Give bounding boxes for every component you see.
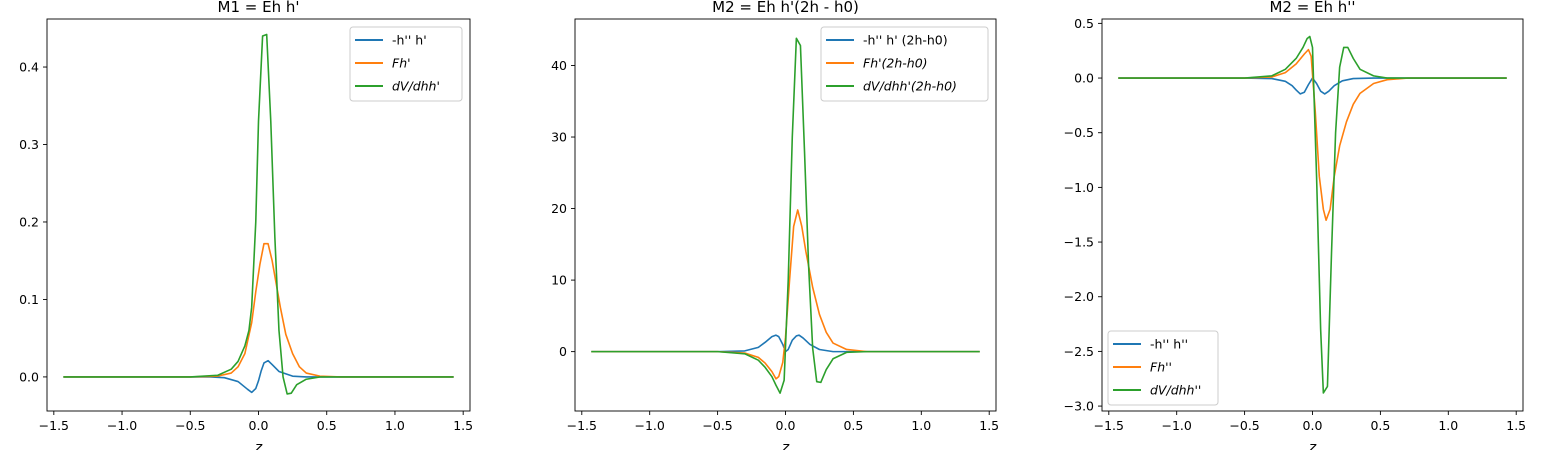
legend-label: dV/dhh'(2h-h0) xyxy=(863,79,957,94)
y-tick-label: −3.0 xyxy=(1064,399,1094,414)
x-tick-label: 0.5 xyxy=(843,418,863,433)
legend-label: -h'' h' (2h-h0) xyxy=(863,33,948,48)
legend: -h'' h' Fh' dV/dhh' xyxy=(349,26,463,102)
y-tick-label: 0 xyxy=(559,344,567,359)
y-tick-label: −0.5 xyxy=(1064,125,1094,140)
y-tick-label: 20 xyxy=(551,201,567,216)
legend-label: dV/dhh'' xyxy=(1150,383,1201,398)
x-tick-label: −1.5 xyxy=(1094,418,1124,433)
x-tick-label: 1.5 xyxy=(453,418,473,433)
y-tick-label: 30 xyxy=(551,130,567,145)
legend: -h'' h' (2h-h0) Fh'(2h-h0) dV/dhh'(2h-h0) xyxy=(820,26,989,102)
y-tick-label: 0.2 xyxy=(19,214,39,229)
x-axis-label: z xyxy=(781,440,790,450)
legend: -h'' h'' Fh'' dV/dhh'' xyxy=(1107,330,1219,406)
legend-label: Fh' xyxy=(392,56,411,71)
x-tick-label: −1.5 xyxy=(567,418,597,433)
x-tick-label: −1.5 xyxy=(39,418,69,433)
y-tick-label: 0.0 xyxy=(1074,71,1094,86)
x-tick-label: −0.5 xyxy=(175,418,205,433)
y-tick-label: −1.5 xyxy=(1064,235,1094,250)
series-line-1 xyxy=(63,359,454,394)
y-tick-label: −2.5 xyxy=(1064,344,1094,359)
series-line-2 xyxy=(63,242,454,378)
x-tick-label: 0.0 xyxy=(776,418,796,433)
x-tick-label: 1.0 xyxy=(911,418,931,433)
x-axis-label: z xyxy=(1308,440,1317,450)
x-axis-label: z xyxy=(254,440,263,450)
y-tick-label: −2.0 xyxy=(1064,289,1094,304)
y-tick-label: 0.4 xyxy=(19,60,39,75)
y-tick-label: −1.0 xyxy=(1064,180,1094,195)
y-tick-label: 10 xyxy=(551,273,567,288)
y-tick-label: 0.5 xyxy=(1074,16,1094,31)
series-line-2 xyxy=(591,209,980,380)
x-tick-label: 1.5 xyxy=(979,418,999,433)
y-tick-label: 40 xyxy=(551,58,567,73)
x-tick-label: 0.5 xyxy=(317,418,337,433)
x-tick-label: −1.0 xyxy=(1162,418,1192,433)
legend-box xyxy=(349,26,463,102)
x-tick-label: 0.0 xyxy=(1303,418,1323,433)
chart-panel-2: −1.5 −1.0 −0.5 0.0 0.5 1.0 1.5 0 10 20 30 40 M2 = Eh… xyxy=(551,0,999,450)
chart-panel-1: −1.5 −1.0 −0.5 0.0 0.5 1.0 1.5 0.0 0.1 0.2 0.3 0.4 M… xyxy=(19,0,473,450)
legend-label: -h'' h'' xyxy=(1150,337,1188,352)
x-tick-label: 0.0 xyxy=(249,418,269,433)
y-tick-label: 0.0 xyxy=(19,369,39,384)
x-tick-label: 1.0 xyxy=(385,418,405,433)
series-line-3 xyxy=(63,33,454,395)
legend-box xyxy=(1107,330,1219,406)
x-tick-label: 1.5 xyxy=(1506,418,1526,433)
legend-label: -h'' h' xyxy=(392,33,427,48)
x-tick-label: 0.5 xyxy=(1370,418,1390,433)
legend-box xyxy=(820,26,989,102)
chart-title: M2 = Eh h'(2h - h0) xyxy=(712,0,859,16)
y-tick-label: 0.3 xyxy=(19,137,39,152)
x-tick-label: −1.0 xyxy=(107,418,137,433)
y-tick-label: 0.1 xyxy=(19,292,39,307)
series-line-3 xyxy=(591,37,980,394)
x-tick-label: −0.5 xyxy=(1229,418,1259,433)
chart-title: M2 = Eh h'' xyxy=(1269,0,1355,16)
series-line-2 xyxy=(1118,48,1507,221)
series-line-3 xyxy=(1118,35,1507,394)
chart-title: M1 = Eh h' xyxy=(218,0,300,16)
x-tick-label: −1.0 xyxy=(635,418,665,433)
x-tick-label: −0.5 xyxy=(702,418,732,433)
legend-label: Fh'' xyxy=(1150,360,1172,375)
legend-label: dV/dhh' xyxy=(392,79,440,94)
chart-panel-3: −1.5 −1.0 −0.5 0.0 0.5 1.0 1.5 0.5 0.0 −0.5 −1.0 −1… xyxy=(1064,0,1527,450)
legend-label: Fh'(2h-h0) xyxy=(863,56,928,71)
x-tick-label: 1.0 xyxy=(1438,418,1458,433)
